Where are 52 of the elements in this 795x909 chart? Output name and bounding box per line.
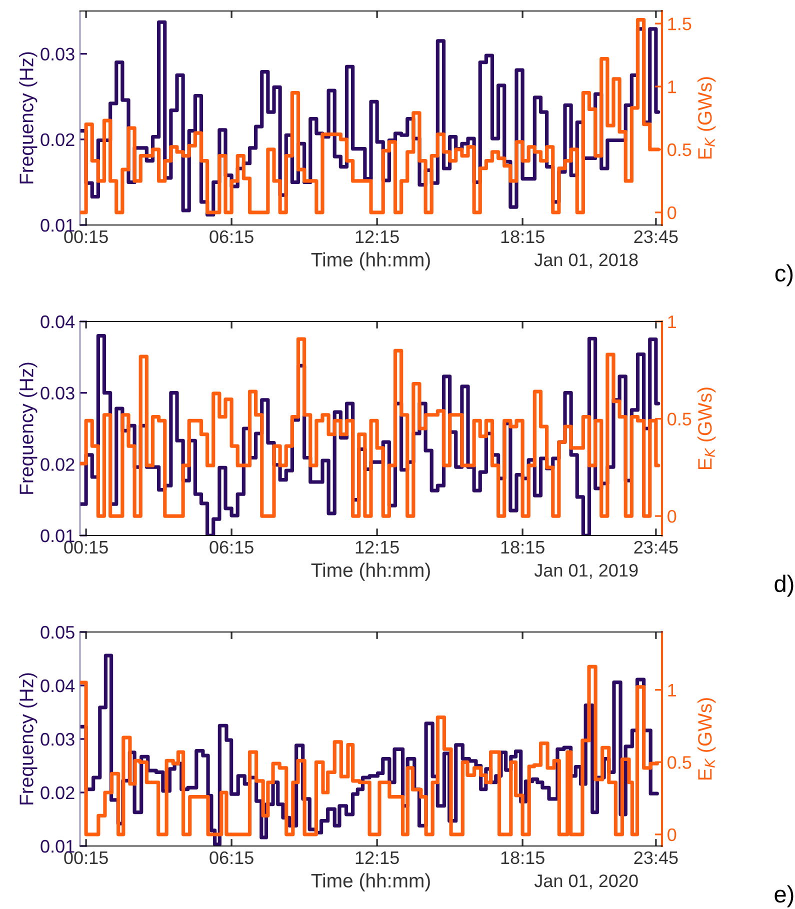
y2-tick-label: 0 (668, 206, 676, 220)
x-tick-label: 00:15 (64, 230, 108, 244)
y2-tick-label: 1 (668, 684, 676, 696)
y2-tick-label: 0.5 (668, 756, 692, 769)
y2-tick-label: 0 (668, 510, 676, 523)
x-axis-title: Time (hh:mm) (311, 873, 430, 892)
x-tick-label: 23:45 (634, 230, 678, 244)
y-tick-label: 0.05 (40, 626, 74, 639)
x-tick-label: 06:15 (210, 540, 254, 554)
y2-tick-label: 1 (668, 80, 676, 94)
y2-tick-label: 0 (668, 828, 676, 842)
y2-axis-title: E$_{K}$ (GWs) (698, 698, 716, 780)
x-tick-label: 23:45 (634, 540, 678, 554)
text: Jan 01, 2019 (534, 564, 638, 579)
y2-axis-title: E$_{K}$ (GWs) (698, 388, 716, 469)
y2-axis-title: E$_{K}$ (GWs) (698, 77, 716, 158)
x-tick-label: 12:15 (356, 230, 399, 244)
text: d) (774, 574, 794, 597)
x-tick-label: 23:45 (634, 851, 678, 864)
x-tick-label: 18:15 (501, 540, 544, 554)
y-tick-label: 0.01 (40, 529, 74, 542)
y-tick-label: 0.02 (40, 133, 74, 146)
y-tick-label: 0.03 (40, 386, 74, 400)
y-axis-title: Frequency (Hz) (19, 52, 38, 184)
y-tick-label: 0.04 (40, 315, 75, 328)
text: Jan 01, 2020 (534, 874, 638, 890)
y2-tick-label: 1.5 (668, 18, 692, 30)
x-tick-label: 12:15 (356, 851, 399, 864)
y-axis-title: Frequency (Hz) (19, 673, 38, 804)
x-tick-label: 00:15 (64, 851, 108, 864)
x-tick-label: 00:15 (64, 540, 108, 554)
x-tick-label: 18:15 (501, 851, 544, 864)
y2-tick-label: 1 (668, 316, 676, 328)
text: e) (774, 885, 794, 908)
y-tick-label: 0.03 (40, 48, 74, 61)
x-tick-label: 18:15 (501, 230, 544, 244)
x-tick-label: 12:15 (356, 540, 399, 554)
y2-tick-label: 0.5 (668, 412, 692, 426)
y-tick-label: 0.04 (40, 679, 75, 692)
y-tick-label: 0.03 (40, 732, 74, 746)
y-tick-label: 0.01 (40, 840, 74, 853)
y-axis-title: Frequency (Hz) (19, 362, 38, 494)
x-tick-label: 06:15 (210, 230, 254, 244)
y2-tick-label: 0.5 (668, 143, 692, 156)
x-axis-title: Time (hh:mm) (311, 252, 430, 270)
y-tick-label: 0.01 (40, 218, 74, 232)
x-tick-label: 06:15 (210, 851, 254, 864)
y-tick-label: 0.02 (40, 786, 74, 800)
text: Jan 01, 2018 (534, 253, 638, 268)
x-axis-title: Time (hh:mm) (311, 562, 430, 581)
y-tick-label: 0.02 (40, 458, 74, 471)
text: c) (775, 264, 793, 286)
